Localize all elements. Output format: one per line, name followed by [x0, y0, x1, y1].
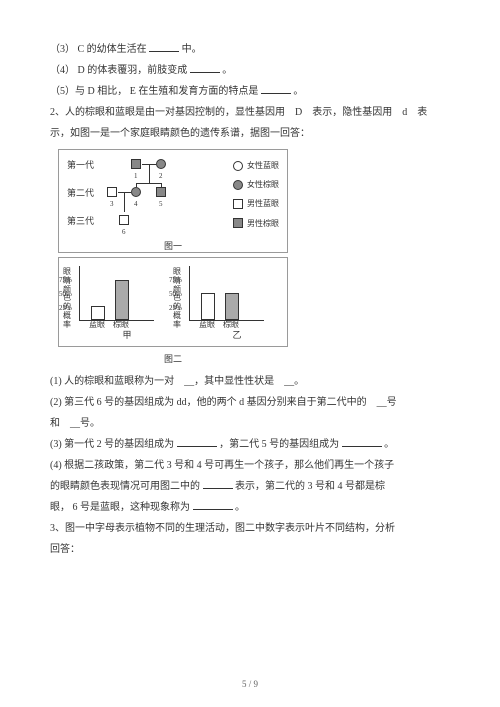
- chart-yi: 眼睛颜色的概率 75% 50% 25% 蓝眼 棕眼 乙: [187, 264, 287, 334]
- q3-line: （3） C 的幼体生活在 中。: [50, 40, 450, 59]
- q5-text: （5）与 D 相比， E 在生殖和发育方面的特点是: [50, 86, 258, 97]
- q3-blank[interactable]: [149, 42, 179, 52]
- chart-label-jia: 甲: [77, 327, 177, 344]
- q3main2: 回答：: [50, 540, 450, 559]
- sub3a: (3) 第一代 2 号的基因组成为: [50, 439, 174, 450]
- gen1-row: 第一代 1 2: [67, 156, 279, 176]
- gen1-label: 第一代: [67, 157, 101, 174]
- sub4d-line: 眼， 6 号是蓝眼，这种现象称为 。: [50, 498, 450, 517]
- gen2-label: 第二代: [67, 185, 101, 202]
- fig2-caption: 图二: [58, 351, 288, 368]
- q5-line: （5）与 D 相比， E 在生殖和发育方面的特点是 。: [50, 82, 450, 101]
- num5: 5: [159, 198, 163, 211]
- probability-charts: 眼睛颜色的概率 75% 50% 25% 蓝眼 棕眼 甲 眼睛颜色的概率 75% …: [58, 257, 288, 347]
- tick25-yi: 25%: [169, 302, 182, 315]
- q5-blank[interactable]: [261, 84, 291, 94]
- q4-blank[interactable]: [190, 63, 220, 73]
- q4-text: （4） D 的体表覆羽，前肢变成: [50, 65, 187, 76]
- num6: 6: [122, 226, 126, 239]
- p5: [156, 187, 166, 197]
- sub4b: 的眼睛颜色表现情况可用图二中的: [50, 481, 200, 492]
- chart-label-yi: 乙: [187, 327, 287, 344]
- sub3-blank1[interactable]: [177, 437, 217, 447]
- conn-htop: [136, 183, 162, 184]
- sub4a: (4) 根据二孩政策，第二代 3 号和 4 号可再生一个孩子，那么他们再生一个孩…: [50, 456, 450, 475]
- sub2b: 和 __号。: [50, 414, 450, 433]
- num3: 3: [110, 198, 114, 211]
- p3: [107, 187, 117, 197]
- q3main1: 3、图一中字母表示植物不同的生理活动，图二中数字表示叶片不同结构，分析: [50, 519, 450, 538]
- gen2-row: 第二代 3 4 5: [67, 184, 279, 204]
- bar-jia-brown: [115, 280, 129, 320]
- pedigree-diagram: 女性蓝眼 女性棕眼 男性蓝眼 男性棕眼 第一代 1 2 第二代 3 4 5: [58, 149, 288, 253]
- tick75-yi: 75%: [169, 274, 182, 287]
- tick50-jia: 50%: [59, 288, 72, 301]
- sub4c: 表示，第二代的 3 号和 4 号都是棕: [235, 481, 385, 492]
- q2-intro-line1: 2、人的棕眼和蓝眼是由一对基因控制的，显性基因用 D 表示，隐性基因用 d 表: [50, 103, 450, 122]
- conn-vt1: [136, 183, 137, 187]
- gen3-label: 第三代: [67, 213, 101, 230]
- sub4-blank1[interactable]: [203, 479, 233, 489]
- yaxis-jia: [79, 266, 80, 321]
- q4-tail: 。: [222, 65, 232, 76]
- chart-jia: 眼睛颜色的概率 75% 50% 25% 蓝眼 棕眼 甲: [77, 264, 177, 334]
- p4: [131, 187, 141, 197]
- sub3-blank2[interactable]: [342, 437, 382, 447]
- q2-intro-line2: 示，如图一是一个家庭眼睛颜色的遗传系谱，据图一回答：: [50, 124, 450, 143]
- sub1: (1) 人的棕眼和蓝眼称为一对 __，其中显性性状是 __。: [50, 372, 450, 391]
- sub4b-line: 的眼睛颜色表现情况可用图二中的 表示，第二代的 3 号和 4 号都是棕: [50, 477, 450, 496]
- conn-v1: [149, 164, 150, 184]
- sub3: (3) 第一代 2 号的基因组成为 ，第二代 5 号的基因组成为 。: [50, 435, 450, 454]
- sub4e: 。: [235, 502, 245, 513]
- sub4d: 眼， 6 号是蓝眼，这种现象称为: [50, 502, 190, 513]
- q3-text: （3） C 的幼体生活在: [50, 44, 147, 55]
- yaxis-yi: [189, 266, 190, 321]
- tick75-jia: 75%: [59, 274, 72, 287]
- p2: [156, 159, 166, 169]
- p1: [131, 159, 141, 169]
- page-number: 5 / 9: [0, 676, 500, 693]
- num1: 1: [134, 170, 138, 183]
- sub4-blank2[interactable]: [193, 500, 233, 510]
- sub2a: (2) 第三代 6 号的基因组成为 dd，他的两个 d 基因分别来自于第二代中的…: [50, 393, 450, 412]
- num4: 4: [134, 198, 138, 211]
- conn-v2: [124, 192, 125, 212]
- num2: 2: [159, 170, 163, 183]
- tick25-jia: 25%: [59, 302, 72, 315]
- tick50-yi: 50%: [169, 288, 182, 301]
- gen3-row: 第三代 6: [67, 212, 279, 232]
- q3-tail: 中。: [182, 44, 202, 55]
- q4-line: （4） D 的体表覆羽，前肢变成 。: [50, 61, 450, 80]
- p6: [119, 215, 129, 225]
- fig1-caption: 图一: [67, 238, 279, 255]
- sub3c: 。: [384, 439, 394, 450]
- sub3b: ，第二代 5 号的基因组成为: [219, 439, 339, 450]
- q5-tail: 。: [293, 86, 303, 97]
